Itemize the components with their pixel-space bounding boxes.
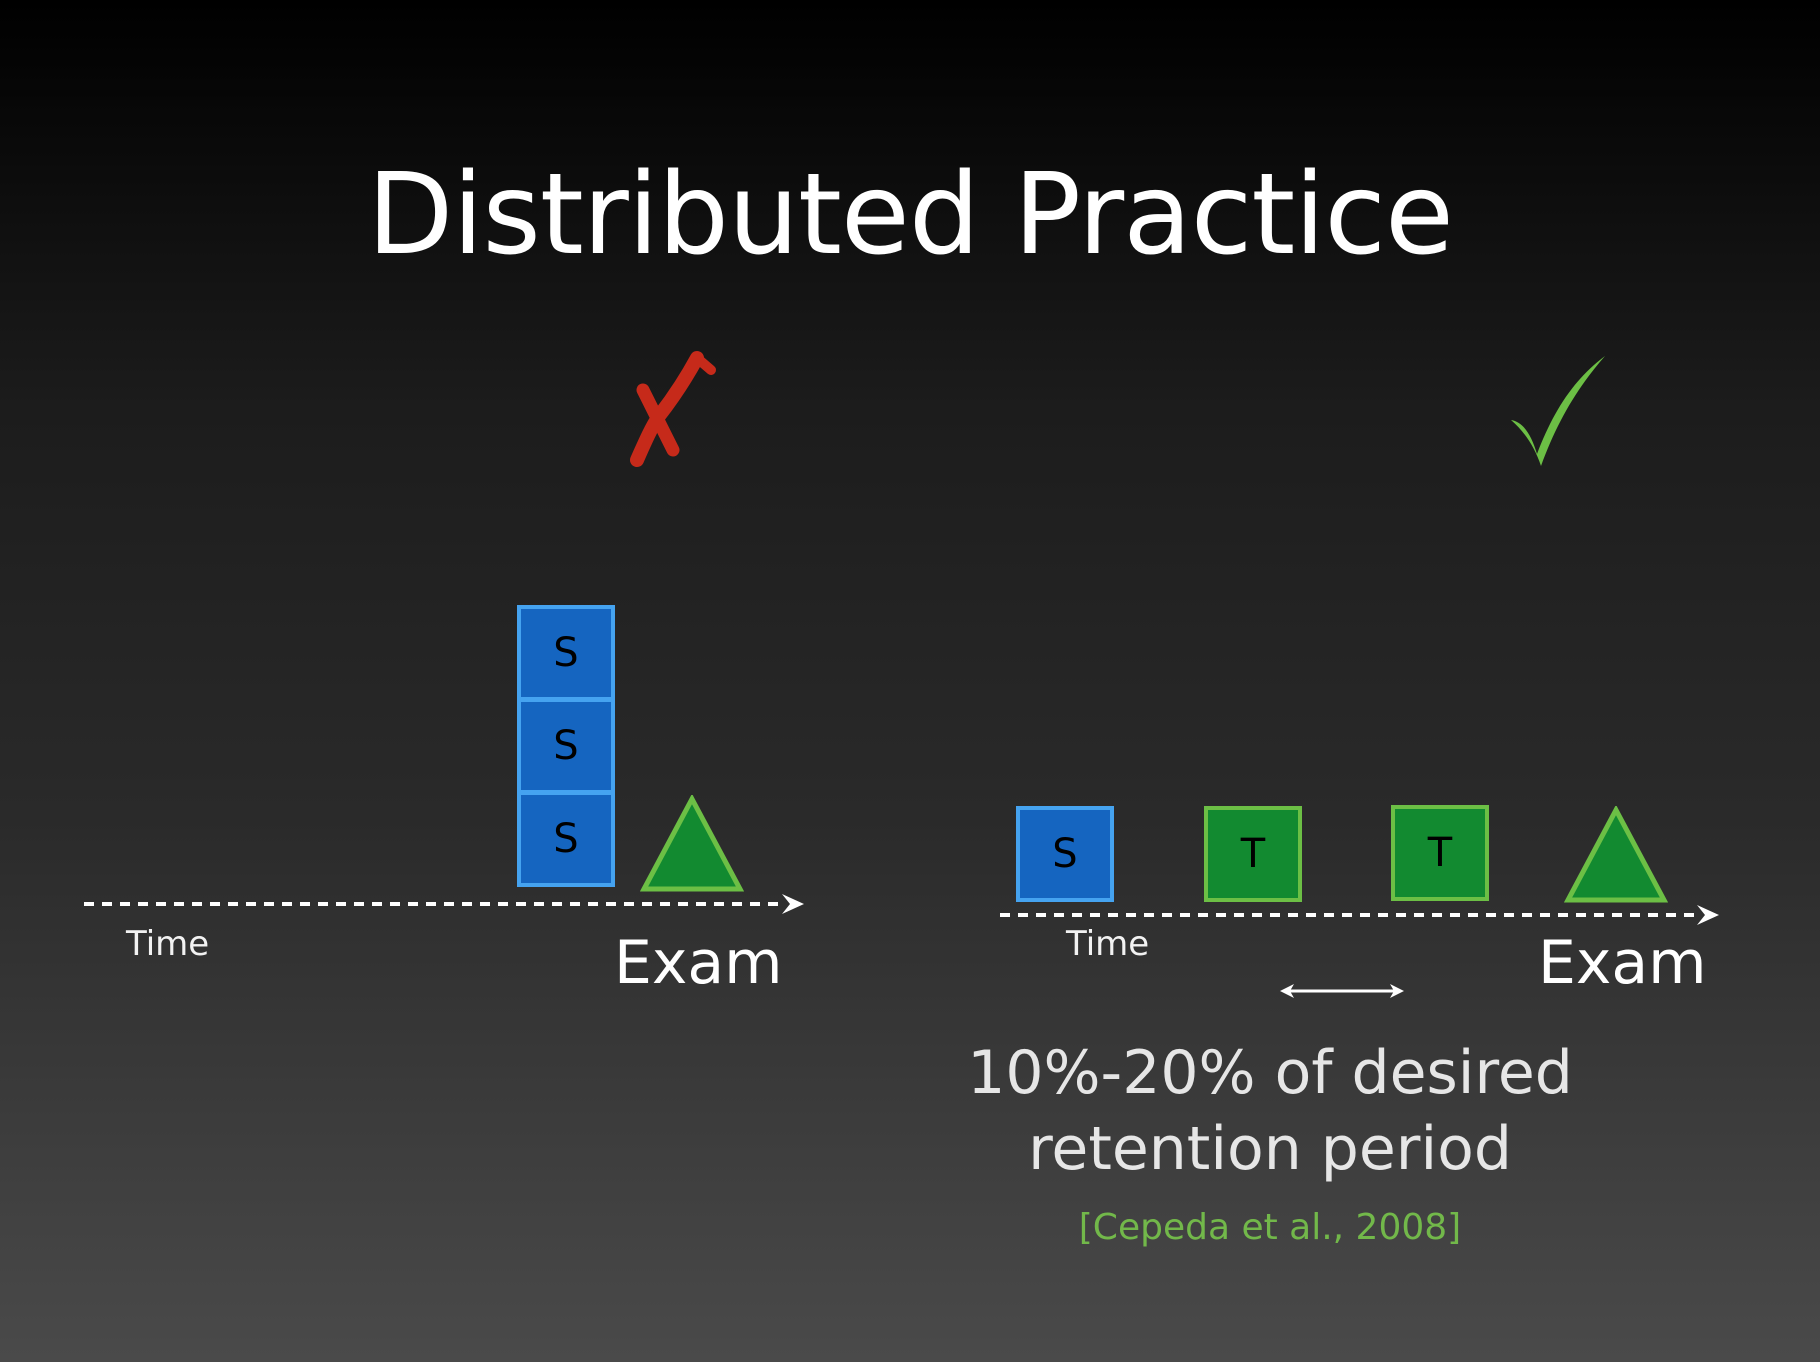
exam-label: Exam xyxy=(614,928,783,998)
time-axis-label: Time xyxy=(126,924,210,964)
study-session-block: S xyxy=(517,605,615,701)
block-label: T xyxy=(1240,831,1266,877)
exam-label: Exam xyxy=(1538,928,1707,998)
time-axis-label: Time xyxy=(1066,924,1150,964)
block-label: S xyxy=(553,723,579,769)
timeline-arrow xyxy=(1000,905,1719,925)
test-session-block: T xyxy=(1391,805,1489,901)
study-session-block: S xyxy=(517,791,615,887)
test-session-block: T xyxy=(1204,806,1302,902)
timeline-arrow xyxy=(84,894,804,914)
spacing-guideline-text: 10%-20% of desired retention period xyxy=(900,1035,1640,1187)
spacing-interval-arrow xyxy=(1280,984,1404,998)
spacing-guideline-line2: retention period xyxy=(1028,1114,1512,1184)
exam-triangle-icon xyxy=(1564,806,1668,903)
block-label: S xyxy=(553,630,579,676)
block-label: T xyxy=(1427,830,1453,876)
study-session-block: S xyxy=(1016,806,1114,902)
block-label: S xyxy=(553,816,579,862)
study-session-block: S xyxy=(517,698,615,794)
exam-triangle-icon xyxy=(640,795,744,892)
spacing-guideline-line1: 10%-20% of desired xyxy=(967,1038,1573,1108)
cross-mark-icon xyxy=(630,351,716,467)
block-label: S xyxy=(1052,831,1078,877)
check-mark-icon xyxy=(1511,356,1605,466)
slide-title: Distributed Practice xyxy=(367,150,1454,280)
citation: [Cepeda et al., 2008] xyxy=(1078,1207,1462,1248)
